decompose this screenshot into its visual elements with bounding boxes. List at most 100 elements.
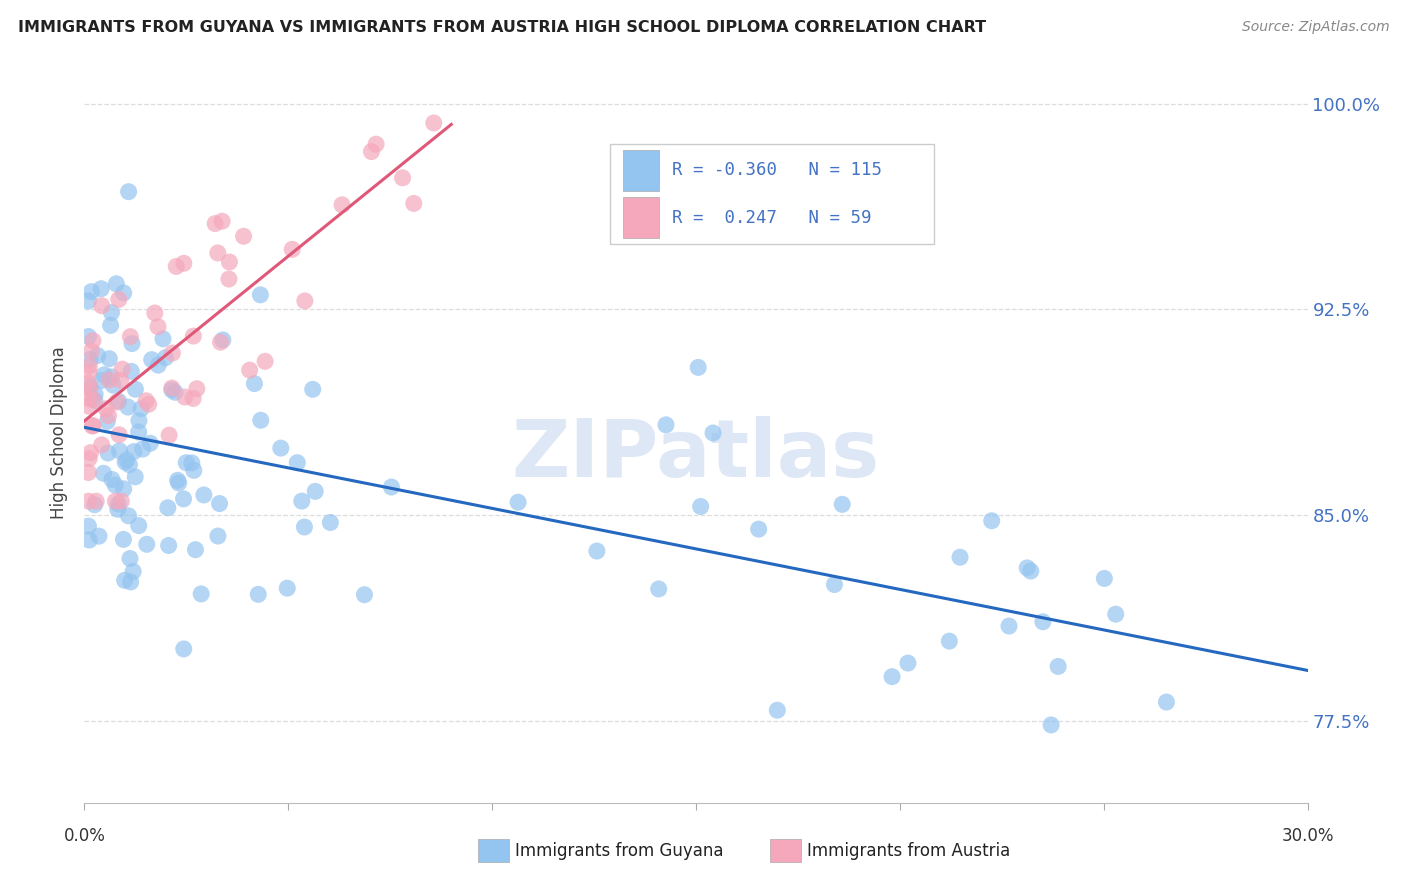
- Point: [120, 329, 142, 343]
- Point: [141, 352, 163, 367]
- Point: [98, 351, 121, 366]
- Point: [249, 288, 271, 302]
- Point: [173, 642, 195, 657]
- Point: [83, 393, 105, 408]
- Y-axis label: High School Diploma: High School Diploma: [51, 346, 69, 519]
- Point: [285, 456, 308, 470]
- Point: [208, 497, 231, 511]
- Point: [183, 329, 205, 343]
- Point: [108, 443, 131, 458]
- Point: [831, 497, 853, 511]
- Point: [101, 378, 124, 392]
- Point: [938, 634, 960, 648]
- Point: [79, 352, 101, 367]
- Point: [135, 393, 157, 408]
- Point: [980, 514, 1002, 528]
- Point: [193, 488, 215, 502]
- Point: [655, 417, 678, 432]
- Point: [218, 272, 240, 286]
- Point: [117, 400, 139, 414]
- Point: [77, 392, 100, 406]
- Point: [181, 392, 204, 406]
- Point: [84, 494, 107, 508]
- Point: [218, 255, 240, 269]
- Point: [294, 293, 316, 308]
- Point: [91, 374, 114, 388]
- Point: [291, 494, 314, 508]
- Point: [249, 413, 271, 427]
- Point: [301, 382, 323, 396]
- Point: [128, 425, 150, 439]
- Point: [87, 529, 110, 543]
- Point: [152, 332, 174, 346]
- Point: [360, 145, 382, 159]
- Point: [270, 441, 292, 455]
- Point: [1019, 564, 1042, 578]
- Point: [247, 587, 270, 601]
- Point: [108, 427, 131, 442]
- Point: [180, 456, 202, 470]
- Point: [162, 346, 184, 360]
- Point: [146, 319, 169, 334]
- Point: [330, 198, 353, 212]
- Point: [209, 335, 232, 350]
- Point: [115, 453, 138, 467]
- Point: [1156, 695, 1178, 709]
- Point: [143, 306, 166, 320]
- Text: ZIPatlas: ZIPatlas: [512, 416, 880, 494]
- Point: [823, 577, 845, 591]
- Point: [254, 354, 277, 368]
- Point: [112, 533, 135, 547]
- Point: [232, 229, 254, 244]
- Point: [124, 382, 146, 396]
- Point: [129, 401, 152, 416]
- Point: [105, 395, 128, 409]
- Point: [114, 455, 136, 469]
- Point: [90, 282, 112, 296]
- Point: [90, 299, 112, 313]
- Point: [79, 380, 101, 394]
- Point: [104, 478, 127, 492]
- Point: [880, 670, 903, 684]
- Point: [118, 551, 141, 566]
- Point: [128, 518, 150, 533]
- Point: [276, 581, 298, 595]
- Point: [128, 414, 150, 428]
- Point: [186, 382, 208, 396]
- Point: [1040, 718, 1063, 732]
- Point: [207, 246, 229, 260]
- Point: [239, 363, 262, 377]
- Point: [204, 217, 226, 231]
- Point: [120, 364, 142, 378]
- Point: [90, 438, 112, 452]
- Point: [160, 383, 183, 397]
- Point: [100, 318, 122, 333]
- Point: [165, 260, 187, 274]
- Point: [84, 387, 107, 401]
- Point: [402, 196, 425, 211]
- Point: [82, 392, 104, 407]
- Point: [157, 428, 180, 442]
- Point: [391, 170, 413, 185]
- Point: [97, 409, 120, 423]
- Point: [1017, 561, 1039, 575]
- Point: [100, 370, 122, 384]
- Point: [107, 394, 129, 409]
- Text: Immigrants from Guyana: Immigrants from Guyana: [515, 842, 723, 860]
- FancyBboxPatch shape: [623, 150, 659, 191]
- Point: [211, 333, 233, 347]
- Point: [111, 362, 134, 376]
- Point: [107, 502, 129, 516]
- Point: [79, 445, 101, 459]
- Point: [104, 494, 127, 508]
- Point: [173, 256, 195, 270]
- Point: [702, 425, 724, 440]
- Point: [77, 293, 100, 308]
- Point: [304, 484, 326, 499]
- Point: [166, 473, 188, 487]
- Point: [148, 358, 170, 372]
- Point: [294, 520, 316, 534]
- Point: [1092, 571, 1115, 585]
- Point: [688, 360, 710, 375]
- Point: [77, 451, 100, 466]
